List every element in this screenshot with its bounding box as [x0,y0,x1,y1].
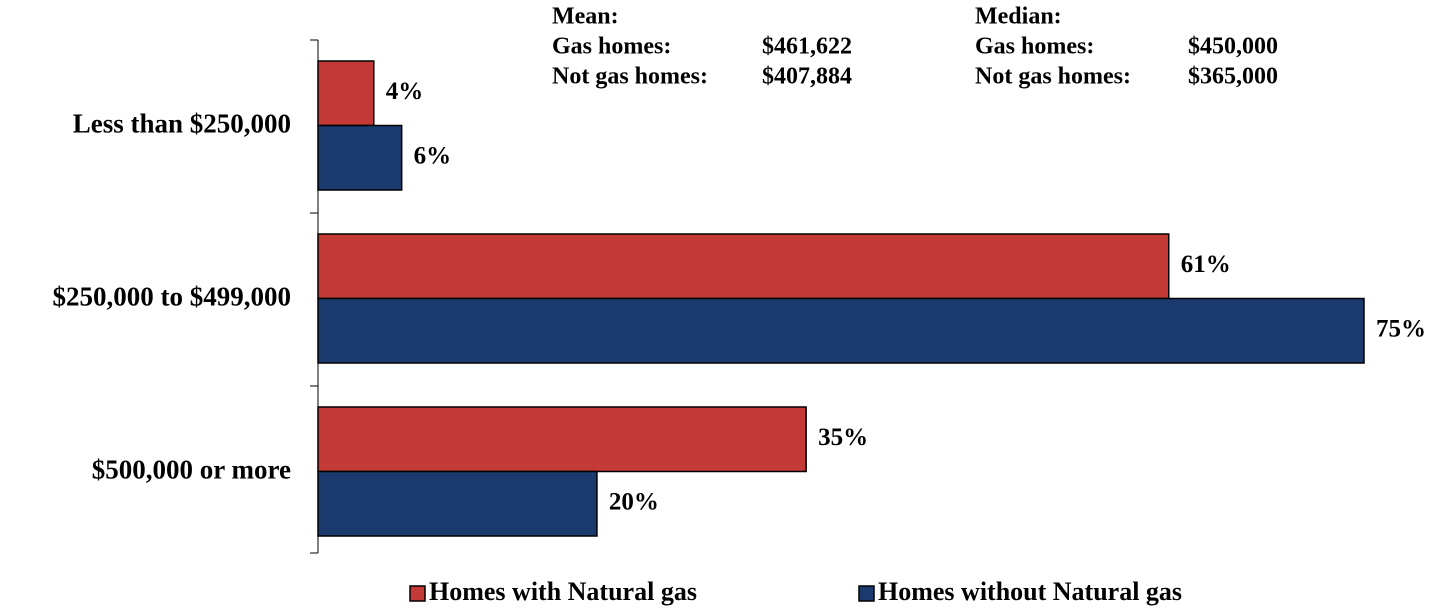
value-label: 4% [386,78,424,105]
annotation-value: $461,622 [762,34,852,60]
annotation-value: $407,884 [762,64,852,90]
legend-swatch [858,585,875,602]
bar [317,297,1365,364]
category-label: $250,000 to $499,000 [53,282,292,312]
annotation-title: Mean: [552,4,619,30]
legend-swatch [409,585,426,602]
annotation-label: Gas homes: [975,34,1094,60]
legend-label: Homes with Natural gas [429,577,697,606]
value-label: 35% [818,424,868,451]
value-label: 75% [1376,315,1426,342]
value-label: 6% [414,142,452,169]
annotation-label: Not gas homes: [975,64,1131,90]
annotation-title: Median: [975,4,1062,30]
bar [317,470,598,537]
annotation-value: $365,000 [1188,64,1278,90]
category-label: $500,000 or more [92,455,291,485]
annotation-label: Not gas homes: [552,64,708,90]
value-label: 20% [609,488,659,515]
bar [317,233,1170,300]
category-label: Less than $250,000 [73,109,291,139]
bar [317,124,403,191]
value-label: 61% [1181,251,1231,278]
legend-label: Homes without Natural gas [878,577,1182,606]
annotation-label: Gas homes: [552,34,671,60]
annotation-value: $450,000 [1188,34,1278,60]
bar [317,60,375,127]
bar [317,406,807,473]
